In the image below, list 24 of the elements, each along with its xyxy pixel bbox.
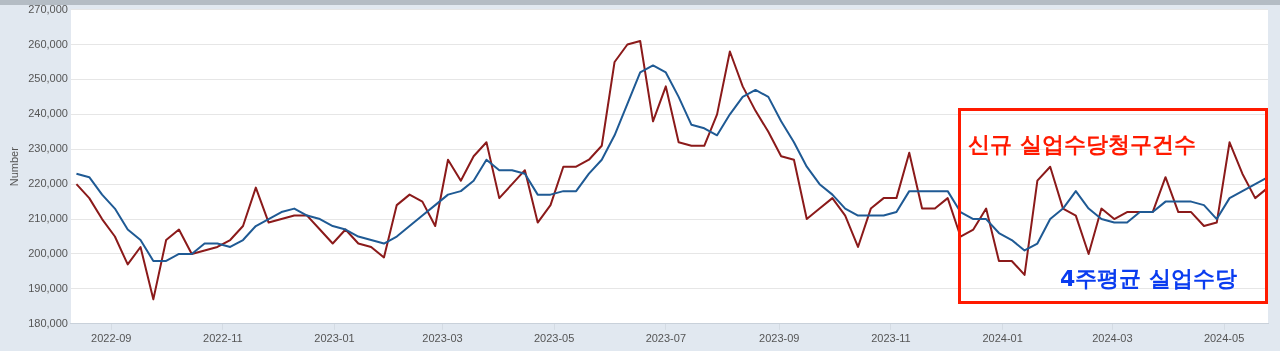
x-tick-label: 2022-09 <box>91 332 132 345</box>
x-tick-label: 2023-05 <box>533 332 575 345</box>
x-tick-label: 2023-03 <box>422 332 463 345</box>
x-tick-label: 2023-07 <box>645 332 687 345</box>
y-axis-title: Number <box>7 146 20 187</box>
annotation: 4주평균 실업수당 <box>1060 265 1237 291</box>
y-tick-label: 220,000 <box>28 177 68 190</box>
x-tick-label: 2022-11 <box>203 332 243 345</box>
y-tick-label: 200,000 <box>28 247 68 260</box>
y-tick-label: 190,000 <box>28 281 68 294</box>
annotation: 신규 실업수당청구건수 <box>968 131 1196 157</box>
x-tick-label: 2023-11 <box>871 332 911 345</box>
y-tick-label: 210,000 <box>28 212 68 225</box>
y-tick-label: 230,000 <box>28 142 68 155</box>
x-tick-label: 2024-01 <box>982 332 1023 345</box>
y-tick-label: 270,000 <box>28 2 68 15</box>
x-tick-label: 2023-01 <box>314 332 355 345</box>
y-tick-label: 250,000 <box>28 72 68 85</box>
y-tick-label: 240,000 <box>28 107 68 120</box>
y-tick-label: 260,000 <box>28 37 68 50</box>
x-tick-label: 2024-05 <box>1203 332 1245 345</box>
x-tick-label: 2024-03 <box>1092 332 1133 345</box>
y-tick-label: 180,000 <box>28 316 68 329</box>
x-tick-label: 2023-09 <box>759 332 800 345</box>
